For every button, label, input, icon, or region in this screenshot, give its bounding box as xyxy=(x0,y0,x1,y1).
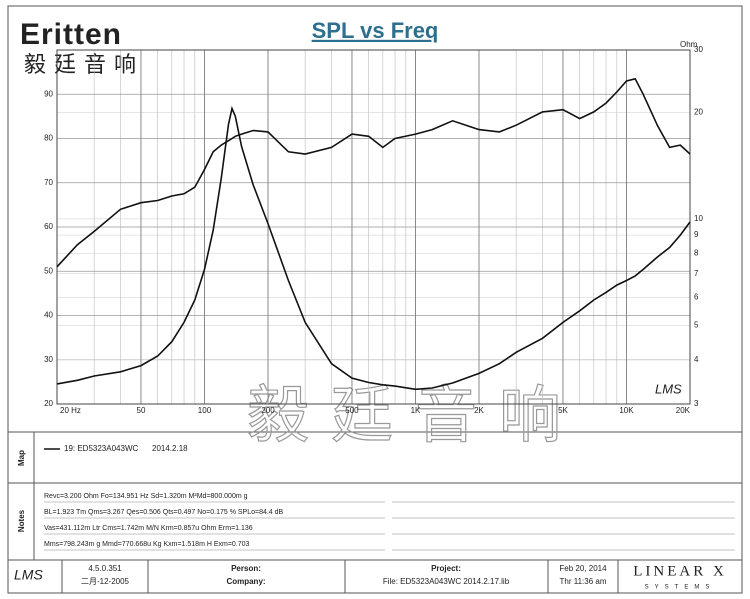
file: File: ED5323A043WC 2014.2.17.lib xyxy=(383,577,510,586)
x-tick-label: 500 xyxy=(345,406,359,415)
company: Company: xyxy=(226,577,265,586)
x-tick-label: 1K xyxy=(411,406,421,415)
y2-tick-label: 30 xyxy=(694,45,703,54)
note-line: Revc=3.200 Ohm Fo=134.951 Hz Sd=1.320m M… xyxy=(44,493,248,500)
y-tick-label: 20 xyxy=(44,399,53,408)
y-tick-label: 60 xyxy=(44,222,53,231)
x-tick-label: 100 xyxy=(198,406,212,415)
build: 二月-12-2005 xyxy=(81,577,130,586)
watermark: 毅廷音响 xyxy=(247,381,583,450)
footer-brand-sub: SYSTEMS xyxy=(645,585,716,591)
brand: Eritten xyxy=(20,18,122,51)
notes: Revc=3.200 Ohm Fo=134.951 Hz Sd=1.320m M… xyxy=(44,493,735,551)
frame xyxy=(7,5,743,594)
y2-tick-label: 6 xyxy=(694,293,699,302)
x-tick-label: 10K xyxy=(619,406,634,415)
date: Feb 20, 2014 xyxy=(559,564,607,573)
data-line xyxy=(56,77,691,268)
notes-label: Notes xyxy=(17,509,26,532)
y2-tick-label: 3 xyxy=(694,399,699,408)
legend-entry: 19: ED5323A043WC xyxy=(64,444,138,453)
y-tick-label: 80 xyxy=(44,134,53,143)
y2-tick-label: 10 xyxy=(694,214,703,223)
y-tick-label: 30 xyxy=(44,355,53,364)
plot-border xyxy=(56,49,691,405)
data-line xyxy=(56,105,691,391)
brand-sub: 毅廷音响 xyxy=(24,52,144,77)
version: 4.5.0.351 xyxy=(88,564,122,573)
note-line: Vas=431.112m Ltr Cms=1.742m M/N Krm=0.85… xyxy=(44,525,253,532)
y2-tick-label: 20 xyxy=(694,107,703,116)
y2-tick-label: 9 xyxy=(694,230,699,239)
x-tick-label: 50 xyxy=(137,406,146,415)
y-tick-label: 50 xyxy=(44,266,53,275)
y2-tick-label: 8 xyxy=(694,248,699,257)
x-tick-label: 5K xyxy=(558,406,568,415)
footer-brand: LINEAR X xyxy=(633,563,727,579)
y-tick-label: 70 xyxy=(44,178,53,187)
x-tick-label: 20 Hz xyxy=(60,406,81,415)
y-tick-label: 40 xyxy=(44,311,53,320)
x-tick-label: 200 xyxy=(261,406,275,415)
plot-mark: LMS xyxy=(655,381,682,396)
person: Person: xyxy=(231,564,261,573)
y2-tick-label: 7 xyxy=(694,269,699,278)
footer-dividers xyxy=(61,560,619,593)
y2-axis-label: Ohm xyxy=(680,40,698,49)
time: Thr 11:36 am xyxy=(560,577,607,586)
footer-logo: LMS xyxy=(14,567,43,583)
chart-title: SPL vs Freq xyxy=(312,18,439,43)
note-line: Mms=798.243m g Mmd=770.668u Kg Kxm=1.518… xyxy=(44,541,250,548)
x-tick-label: 20K xyxy=(676,406,691,415)
y2-tick-label: 4 xyxy=(694,355,699,364)
y-tick-label: 90 xyxy=(44,89,53,98)
x-tick-label: 2K xyxy=(474,406,484,415)
map-label: Map xyxy=(17,450,26,466)
y2-tick-label: 5 xyxy=(694,321,699,330)
project: Project: xyxy=(431,564,461,573)
legend-date: 2014.2.18 xyxy=(152,444,188,453)
note-line: BL=1.923 Tm Qms=3.267 Qes=0.506 Qts=0.49… xyxy=(44,509,284,516)
